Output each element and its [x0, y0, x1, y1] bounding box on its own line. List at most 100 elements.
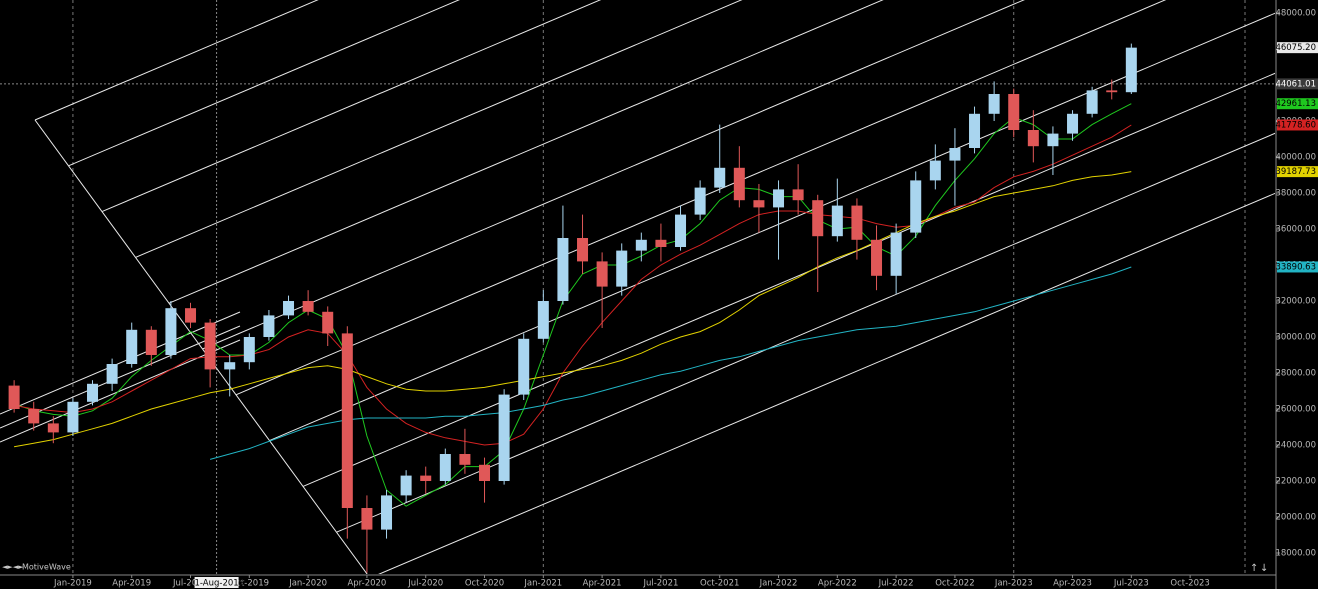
moving-average	[14, 124, 1132, 446]
crosshair-date-box	[194, 577, 239, 588]
candle-body	[498, 394, 510, 482]
candle-body	[851, 205, 863, 240]
y-tick-label: 24000.00	[1275, 441, 1316, 451]
x-tick-label: Jul-2022	[878, 579, 914, 589]
x-tick-label: Jan-2023	[994, 579, 1033, 589]
candle-body	[812, 200, 824, 237]
candle-body	[596, 261, 608, 287]
x-tick-label: Apr-2021	[583, 579, 622, 589]
candle-body	[557, 237, 569, 301]
ma-label-box	[1277, 98, 1318, 110]
x-tick-label: Oct-2022	[935, 579, 974, 589]
ma-label: 33890.63	[1275, 262, 1316, 272]
y-tick-label: 38000.00	[1275, 188, 1316, 198]
candle-body	[165, 308, 177, 355]
ma-label: 39187.73	[1275, 167, 1316, 177]
candle-body	[8, 385, 20, 410]
candle-body	[204, 322, 216, 370]
candle-body	[1086, 90, 1098, 114]
ma-label: 42961.13	[1275, 99, 1316, 109]
candle-body	[871, 239, 883, 276]
candle-body	[831, 205, 843, 237]
candle-body	[1067, 113, 1079, 134]
channel-line	[68, 0, 460, 167]
brand-arrows: ◄►◄►	[2, 563, 24, 571]
channel-line	[101, 0, 602, 213]
candle-body	[792, 189, 804, 201]
y-tick-label: 36000.00	[1275, 224, 1316, 234]
x-tick-label: Oct-2021	[700, 579, 739, 589]
candle-body	[616, 250, 628, 287]
ma-label-box	[1277, 166, 1318, 178]
candle-body	[459, 454, 471, 465]
last-price-label: 46075.20	[1275, 43, 1316, 53]
x-tick-label: Oct-2019	[230, 579, 269, 589]
scroll-down[interactable]: ↓	[1260, 563, 1268, 574]
x-tick-label: Jan-2019	[53, 579, 92, 589]
y-tick-label: 40000.00	[1275, 152, 1316, 162]
candle-body	[185, 308, 197, 323]
y-tick-label: 20000.00	[1275, 513, 1316, 523]
candle-body	[302, 300, 314, 312]
candle-body	[381, 495, 393, 530]
candle-body	[106, 363, 118, 384]
candle-body	[361, 508, 373, 530]
scroll-buttons[interactable]: ↑ ↓	[1250, 563, 1268, 574]
candle-body	[145, 329, 157, 355]
brand: ◄►◄► MotiveWave	[2, 563, 71, 572]
channel-line	[34, 119, 368, 574]
candle-body	[400, 475, 412, 496]
candle-body	[890, 232, 902, 276]
y-tick-label: 48000.00	[1275, 8, 1316, 18]
moving-average	[209, 266, 1132, 460]
x-tick-label: Apr-2020	[347, 579, 386, 589]
candle-body	[126, 329, 138, 364]
moving-average	[13, 103, 1132, 507]
y-tick-label: 26000.00	[1275, 405, 1316, 415]
candle-body	[479, 464, 491, 482]
channel-line	[135, 0, 743, 258]
plot	[8, 43, 1137, 573]
candle-body	[1027, 129, 1039, 147]
candle-body	[655, 239, 667, 247]
y-tick-label: 32000.00	[1275, 296, 1316, 306]
candle-body	[910, 180, 922, 233]
channel-line	[378, 192, 1275, 574]
ma-label-box	[1277, 261, 1318, 273]
brand-name: MotiveWave	[22, 563, 71, 572]
candle-body	[224, 362, 236, 370]
candle-body	[341, 333, 353, 509]
y-tick-label: 30000.00	[1275, 332, 1316, 342]
candle-body	[1008, 93, 1020, 130]
candle-body	[518, 338, 530, 395]
candle-body	[733, 167, 745, 201]
candle-body	[1106, 90, 1118, 93]
x-tick-label: Oct-2023	[1170, 579, 1209, 589]
candle-body	[969, 113, 981, 148]
x-tick-label: Jul-2021	[642, 579, 678, 589]
candle-body	[949, 147, 961, 161]
channel-line	[0, 325, 241, 429]
candle-body	[243, 336, 255, 363]
channel-line	[0, 311, 241, 415]
channel-line	[269, 12, 1275, 442]
x-tick-label: Apr-2022	[818, 579, 857, 589]
candle-body	[1125, 47, 1137, 93]
candle-body	[322, 311, 334, 334]
x-tick-label: Jan-2022	[759, 579, 798, 589]
candle-body	[87, 383, 99, 402]
y-tick-label: 28000.00	[1275, 368, 1316, 378]
channel-line	[202, 0, 1025, 350]
axes: 18000.00 20000.00 22000.00 24000.00 26000.00…	[53, 8, 1318, 589]
candle-body	[67, 401, 79, 433]
candle-body	[577, 237, 589, 262]
candle-body	[1047, 133, 1059, 147]
last-price-label-box	[1277, 42, 1318, 54]
scroll-up[interactable]: ↑	[1250, 563, 1258, 574]
candle-body	[675, 214, 687, 247]
candle-body	[773, 189, 785, 208]
